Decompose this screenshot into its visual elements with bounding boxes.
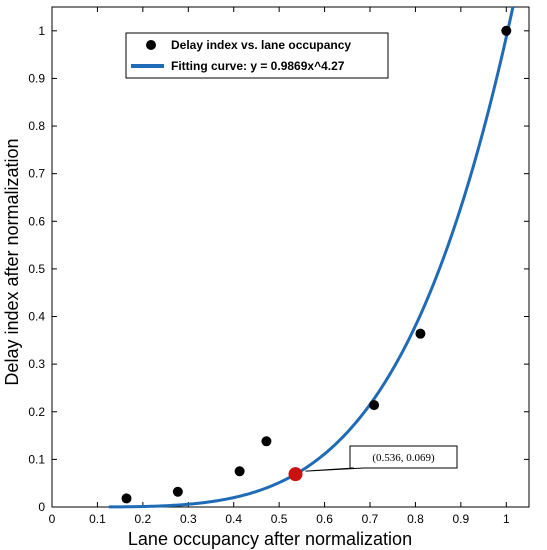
y-axis-title: Delay index after normalization <box>2 138 22 385</box>
x-axis: 0 0.1 0.2 0.3 0.4 0.5 0.6 0.7 0.8 0.9 1 <box>49 7 510 526</box>
plot-area <box>51 6 530 508</box>
data-point <box>121 493 132 504</box>
x-tick-label: 0.8 <box>407 512 424 526</box>
data-point <box>501 25 512 36</box>
y-tick-label: 0.1 <box>28 452 45 466</box>
x-tick-label: 0.4 <box>225 512 242 526</box>
y-tick-label: 0.2 <box>28 405 45 419</box>
callout-label: (0.536, 0.069) <box>372 452 435 464</box>
data-point <box>234 466 245 477</box>
scatter-points <box>121 25 512 504</box>
y-tick-label: 0.4 <box>28 310 45 324</box>
legend-scatter-label: Delay index vs. lane occupancy <box>171 38 351 52</box>
x-tick-label: 1 <box>503 512 510 526</box>
y-tick-label: 1 <box>38 24 45 38</box>
y-tick-label: 0.7 <box>28 167 45 181</box>
fitting-curve-line <box>108 6 515 509</box>
x-tick-label: 0.6 <box>316 512 333 526</box>
data-point <box>172 486 183 497</box>
legend-scatter-marker <box>146 40 156 50</box>
y-tick-label: 0.6 <box>28 214 45 228</box>
y-axis: 0 0.1 0.2 0.3 0.4 0.5 0.6 0.7 0.8 0.9 1 <box>28 24 529 514</box>
y-tick-label: 0.8 <box>28 119 45 133</box>
highlight-point <box>288 467 303 482</box>
x-tick-label: 0 <box>49 512 56 526</box>
x-tick-label: 0.5 <box>271 512 288 526</box>
legend-line-label: Fitting curve: y = 0.9869x^4.27 <box>171 59 345 73</box>
x-tick-label: 0.9 <box>453 512 470 526</box>
highlight-callout: (0.536, 0.069) <box>305 445 458 472</box>
data-point <box>369 400 380 411</box>
x-tick-label: 0.2 <box>135 512 152 526</box>
legend-box <box>125 32 389 79</box>
x-axis-title: Lane occupancy after normalization <box>128 529 412 549</box>
y-tick-label: 0.5 <box>28 262 45 276</box>
y-tick-label: 0.9 <box>28 71 45 85</box>
x-tick-label: 0.3 <box>180 512 197 526</box>
x-tick-label: 0.7 <box>362 512 379 526</box>
callout-box <box>305 445 458 472</box>
data-point <box>415 328 426 339</box>
y-tick-label: 0 <box>38 500 45 514</box>
data-point <box>261 436 272 447</box>
x-tick-label: 0.1 <box>89 512 106 526</box>
y-tick-label: 0.3 <box>28 357 45 371</box>
legend: Delay index vs. lane occupancy Fitting c… <box>125 32 389 79</box>
